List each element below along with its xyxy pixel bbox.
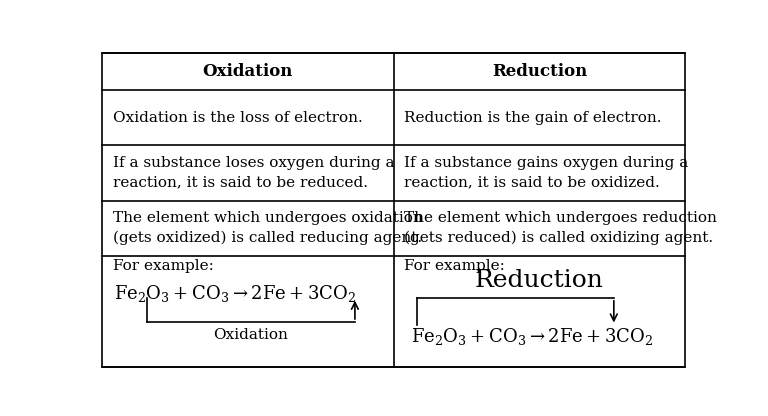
Text: $\mathregular{Fe_2O_3 + CO_3 \rightarrow 2Fe + 3CO_2}$: $\mathregular{Fe_2O_3 + CO_3 \rightarrow… bbox=[412, 326, 654, 347]
Text: For example:: For example: bbox=[404, 260, 505, 273]
Text: The element which undergoes reduction
(gets reduced) is called oxidizing agent.: The element which undergoes reduction (g… bbox=[404, 211, 717, 245]
Text: If a substance loses oxygen during a
reaction, it is said to be reduced.: If a substance loses oxygen during a rea… bbox=[113, 156, 394, 190]
Text: Oxidation: Oxidation bbox=[203, 63, 293, 80]
Text: For example:: For example: bbox=[113, 260, 214, 273]
Text: Reduction is the gain of electron.: Reduction is the gain of electron. bbox=[404, 111, 662, 125]
Text: If a substance gains oxygen during a
reaction, it is said to be oxidized.: If a substance gains oxygen during a rea… bbox=[404, 156, 689, 190]
Text: The element which undergoes oxidation
(gets oxidized) is called reducing agent.: The element which undergoes oxidation (g… bbox=[113, 211, 422, 245]
Text: $\mathregular{Fe_2O_3 + CO_3 \rightarrow 2Fe + 3CO_2}$: $\mathregular{Fe_2O_3 + CO_3 \rightarrow… bbox=[114, 282, 356, 304]
Text: Reduction: Reduction bbox=[475, 269, 604, 292]
Text: Oxidation is the loss of electron.: Oxidation is the loss of electron. bbox=[113, 111, 362, 125]
Text: Oxidation: Oxidation bbox=[214, 328, 288, 342]
Text: Reduction: Reduction bbox=[492, 63, 587, 80]
